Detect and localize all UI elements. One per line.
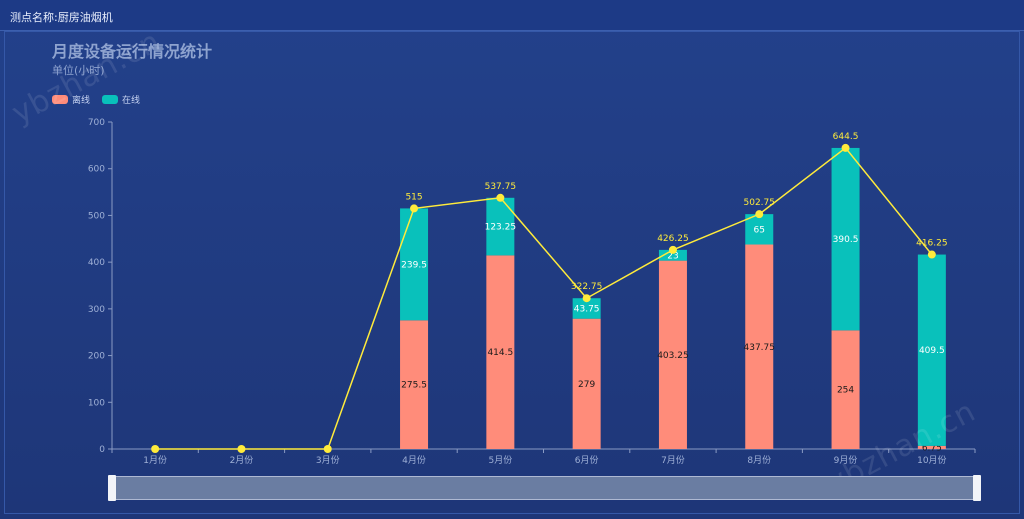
y-tick-label: 0: [99, 445, 105, 455]
datazoom-handle-right[interactable]: [973, 475, 981, 501]
x-tick-label: 8月份: [747, 454, 771, 466]
station-name-label: 测点名称:厨房油烟机: [10, 11, 113, 24]
x-tick-label: 5月份: [488, 454, 512, 466]
y-tick-label: 700: [88, 118, 105, 128]
data-label-total: 644.5: [833, 132, 859, 142]
bar-online: [745, 214, 774, 245]
top-bar: 测点名称:厨房油烟机: [0, 0, 1024, 31]
datazoom-handle-left[interactable]: [108, 475, 116, 501]
data-label-online: 43.75: [574, 304, 600, 314]
data-label-total: 515: [405, 192, 422, 202]
y-tick-label: 100: [88, 398, 105, 408]
datazoom-slider[interactable]: [111, 476, 981, 500]
legend-swatch-offline: [52, 95, 68, 104]
bar-offline: [572, 318, 601, 449]
bar-online: [658, 249, 687, 261]
chart-panel: [4, 31, 1020, 514]
bar-offline: [486, 255, 515, 449]
y-tick-label: 500: [88, 211, 105, 221]
data-label-offline: 6.75: [922, 443, 942, 453]
x-tick-label: 2月份: [230, 454, 254, 466]
y-tick-label: 400: [88, 258, 105, 268]
legend-swatch-online: [102, 95, 119, 104]
data-label-offline: 254: [837, 386, 854, 396]
legend-item-offline[interactable]: 离线: [52, 93, 90, 106]
x-tick-label: 1月份: [143, 454, 167, 466]
total-point: [582, 294, 591, 303]
x-tick-label: 6月份: [575, 454, 599, 466]
y-tick-label: 300: [88, 305, 105, 315]
x-tick-label: 9月份: [834, 454, 858, 466]
total-point: [496, 193, 505, 202]
data-label-total: 502.75: [744, 198, 776, 208]
chart-title: 月度设备运行情况统计: [52, 42, 213, 61]
bar-online: [572, 298, 601, 319]
bar-offline: [658, 260, 687, 449]
data-label-online: 65: [754, 225, 765, 235]
bar-offline: [400, 320, 429, 449]
data-label-online: 123.25: [485, 223, 517, 233]
total-point: [755, 210, 764, 219]
total-line: [155, 146, 933, 450]
legend-item-online[interactable]: 在线: [102, 93, 140, 106]
data-label-offline: 403.25: [657, 351, 689, 361]
data-label-total: 416.25: [916, 239, 948, 249]
bar-offline: [745, 244, 774, 449]
total-point: [237, 445, 246, 453]
data-label-total: 537.75: [485, 182, 517, 192]
legend-label-online: 在线: [122, 96, 141, 106]
data-label-online: 239.5: [401, 260, 427, 270]
x-tick-label: 4月份: [402, 454, 426, 466]
data-label-online: 409.5: [919, 346, 945, 356]
y-tick-label: 600: [88, 165, 105, 175]
bar-offline: [917, 445, 946, 449]
total-point: [151, 445, 160, 453]
data-label-offline: 275.5: [401, 381, 427, 391]
bar-online: [400, 208, 429, 321]
bar-offline: [831, 330, 860, 449]
chart-legend: 离线 在线: [52, 93, 140, 106]
x-tick-label: 7月份: [661, 454, 685, 466]
bar-online: [831, 147, 860, 331]
data-label-offline: 437.75: [744, 343, 776, 353]
data-label-total: 322.75: [571, 282, 603, 292]
chart-unit-label: 单位(小时): [52, 64, 105, 77]
y-tick-label: 200: [88, 352, 105, 362]
x-tick-label: 3月份: [316, 454, 340, 466]
data-label-offline: 414.5: [487, 348, 513, 358]
total-point: [927, 250, 936, 259]
data-label-online: 23: [667, 251, 678, 261]
x-tick-label: 10月份: [917, 454, 946, 466]
data-label-online: 390.5: [833, 235, 859, 245]
data-label-offline: 279: [578, 380, 595, 390]
bar-online: [486, 197, 515, 256]
data-label-total: 426.25: [657, 234, 689, 244]
legend-label-offline: 离线: [72, 96, 91, 106]
total-point: [841, 143, 850, 152]
bar-online: [917, 254, 946, 446]
total-point: [410, 204, 419, 213]
total-point: [668, 245, 677, 254]
total-point: [323, 445, 332, 453]
